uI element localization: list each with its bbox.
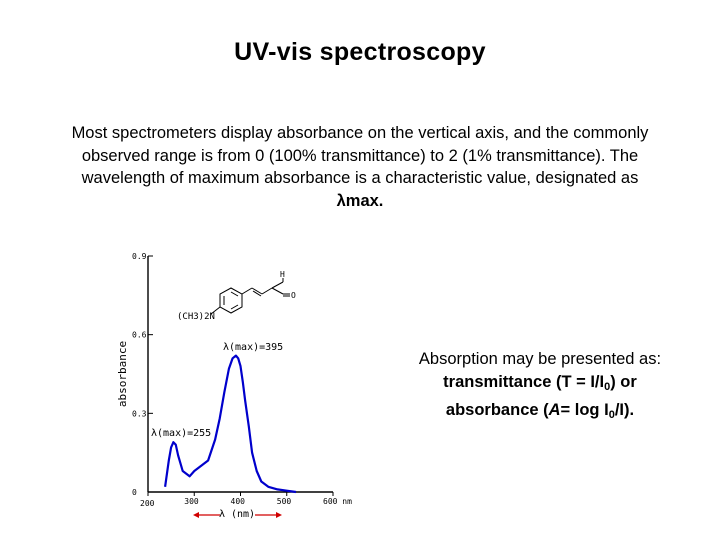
y-tick-label: 0.6 (132, 331, 147, 340)
absorbance-variable: A (548, 401, 561, 419)
aldehyde-o-label: O (291, 291, 296, 300)
y-tick-label: 0.9 (132, 252, 147, 261)
uv-spectrum-figure: 0.9 0.6 0.3 0 200 300 400 500 600 nm absorbance… (105, 238, 365, 540)
y-tick-label: 0.3 (132, 409, 147, 418)
x-tick-label: 400 (231, 497, 246, 506)
x-tick-label: 600 nm (323, 497, 352, 506)
absorbance-suffix: /I). (614, 401, 635, 419)
intro-paragraph: Most spectrometers display absorbance on… (60, 122, 660, 212)
absorption-note: Absorption may be presented as: transmit… (390, 348, 690, 427)
y-axis-label: absorbance (116, 341, 129, 407)
x-tick-label: 500 (277, 497, 292, 506)
transmittance-subscript: 0 (604, 381, 611, 393)
note-line-transmittance: transmittance (T = I/I0) or (390, 371, 690, 399)
y-tick-label: 0 (132, 488, 137, 497)
benzene-ring (219, 287, 243, 314)
note-line-absorbance: absorbance (A= log I0/I). (390, 399, 690, 427)
x-tick-label: 300 (184, 497, 199, 506)
molecule-structure (210, 278, 290, 315)
transmittance-prefix: transmittance (T = I/I (443, 373, 605, 391)
lambda-max-395-label: λ(max)=395 (223, 342, 283, 353)
x-axis-arrows (193, 512, 282, 518)
intro-text: Most spectrometers display absorbance on… (71, 124, 649, 187)
absorbance-subscript: 0 (608, 409, 615, 421)
absorbance-mid: = log I (560, 401, 609, 419)
absorbance-series-line (164, 354, 297, 494)
transmittance-suffix: ) or (610, 373, 637, 391)
note-line-intro: Absorption may be presented as: (418, 350, 662, 368)
x-axis-label: λ (nm) (219, 509, 255, 520)
lambda-max-term: λmax. (336, 191, 384, 210)
page-title: UV-vis spectroscopy (234, 38, 486, 66)
uv-spectrum-chart: 0.9 0.6 0.3 0 200 300 400 500 600 nm absorbance… (116, 252, 352, 520)
absorbance-prefix: absorbance ( (445, 401, 549, 419)
substituent-label: (CH3)2N (177, 312, 215, 322)
x-tick-label: 200 (140, 499, 155, 508)
lambda-max-255-label: λ(max)=255 (151, 428, 211, 439)
aldehyde-h-label: H (280, 270, 285, 279)
